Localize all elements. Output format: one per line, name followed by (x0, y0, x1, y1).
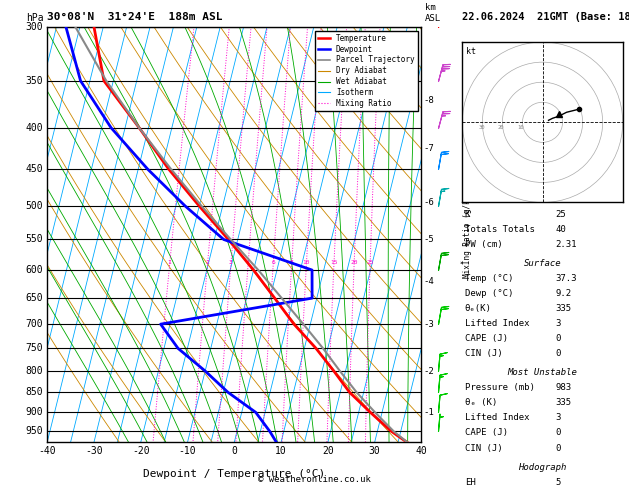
Text: 750: 750 (26, 344, 43, 353)
Text: Temp (°C): Temp (°C) (465, 274, 513, 283)
Text: -10: -10 (179, 447, 196, 456)
Text: -30: -30 (85, 447, 103, 456)
Text: MixĬng Ratio (g/kg): MixĬng Ratio (g/kg) (461, 191, 472, 278)
Text: -7: -7 (423, 144, 434, 154)
Text: 500: 500 (26, 201, 43, 211)
Text: Lifted Index: Lifted Index (465, 319, 530, 328)
Text: -1: -1 (423, 408, 434, 417)
Text: CAPE (J): CAPE (J) (465, 429, 508, 437)
Text: Hodograph: Hodograph (518, 463, 567, 471)
Text: K: K (465, 210, 470, 219)
Text: 2.31: 2.31 (555, 241, 577, 249)
Text: 335: 335 (555, 399, 572, 407)
Text: 10: 10 (517, 125, 523, 130)
Text: 335: 335 (555, 304, 572, 313)
Text: Surface: Surface (524, 259, 561, 268)
Text: CAPE (J): CAPE (J) (465, 334, 508, 343)
Text: 0: 0 (555, 349, 560, 358)
Text: 350: 350 (26, 76, 43, 86)
Text: 4: 4 (246, 260, 250, 265)
Text: 550: 550 (26, 235, 43, 244)
Text: -6: -6 (423, 198, 434, 207)
Text: PW (cm): PW (cm) (465, 241, 503, 249)
Text: 9.2: 9.2 (555, 289, 572, 298)
Text: 650: 650 (26, 293, 43, 303)
Text: Dewp (°C): Dewp (°C) (465, 289, 513, 298)
Text: -2: -2 (423, 366, 434, 376)
Text: 6: 6 (271, 260, 275, 265)
Text: kt: kt (466, 47, 476, 56)
Text: 600: 600 (26, 265, 43, 275)
Text: 850: 850 (26, 387, 43, 397)
Text: Pressure (mb): Pressure (mb) (465, 383, 535, 392)
Text: 22.06.2024  21GMT (Base: 18): 22.06.2024 21GMT (Base: 18) (462, 12, 629, 22)
Text: 983: 983 (555, 383, 572, 392)
Text: Lifted Index: Lifted Index (465, 414, 530, 422)
Text: 0: 0 (555, 429, 560, 437)
Text: 20: 20 (322, 447, 334, 456)
Text: -40: -40 (38, 447, 56, 456)
Text: 8: 8 (290, 260, 294, 265)
Text: 37.3: 37.3 (555, 274, 577, 283)
Text: 900: 900 (26, 407, 43, 417)
Text: 950: 950 (26, 426, 43, 436)
Text: θₑ(K): θₑ(K) (465, 304, 492, 313)
Text: 40: 40 (416, 447, 427, 456)
Text: © weatheronline.co.uk: © weatheronline.co.uk (258, 474, 371, 484)
Text: 40: 40 (555, 226, 566, 234)
Text: -4: -4 (423, 277, 434, 286)
Text: Most Unstable: Most Unstable (508, 368, 577, 377)
Text: -5: -5 (423, 235, 434, 244)
Text: 15: 15 (330, 260, 338, 265)
Text: 0: 0 (231, 447, 237, 456)
Text: Dewpoint / Temperature (°C): Dewpoint / Temperature (°C) (143, 469, 325, 479)
Text: 10: 10 (276, 447, 287, 456)
Text: CIN (J): CIN (J) (465, 349, 503, 358)
Legend: Temperature, Dewpoint, Parcel Trajectory, Dry Adiabat, Wet Adiabat, Isotherm, Mi: Temperature, Dewpoint, Parcel Trajectory… (315, 31, 418, 111)
Text: 3: 3 (555, 414, 560, 422)
Text: 25: 25 (366, 260, 374, 265)
Text: 25: 25 (555, 210, 566, 219)
Text: 3: 3 (229, 260, 233, 265)
Text: 450: 450 (26, 164, 43, 174)
Text: 3: 3 (555, 319, 560, 328)
Text: 800: 800 (26, 366, 43, 376)
Text: 0: 0 (555, 444, 560, 452)
Text: 10: 10 (303, 260, 310, 265)
Text: 5: 5 (555, 478, 560, 486)
Text: θₑ (K): θₑ (K) (465, 399, 497, 407)
Text: 30: 30 (369, 447, 381, 456)
Text: 20: 20 (350, 260, 358, 265)
Text: 20: 20 (498, 125, 504, 130)
Text: 30: 30 (479, 125, 486, 130)
Text: 400: 400 (26, 122, 43, 133)
Text: 0: 0 (555, 334, 560, 343)
Text: -8: -8 (423, 96, 434, 105)
Text: 1: 1 (168, 260, 172, 265)
Text: 30°08'N  31°24'E  188m ASL: 30°08'N 31°24'E 188m ASL (47, 12, 223, 22)
Text: Totals Totals: Totals Totals (465, 226, 535, 234)
Text: EH: EH (465, 478, 476, 486)
Text: -20: -20 (132, 447, 150, 456)
Text: hPa: hPa (26, 13, 43, 22)
Text: 300: 300 (26, 22, 43, 32)
Text: 2: 2 (206, 260, 209, 265)
Text: 700: 700 (26, 319, 43, 329)
Text: CIN (J): CIN (J) (465, 444, 503, 452)
Text: km
ASL: km ASL (425, 3, 442, 22)
Text: -3: -3 (423, 320, 434, 329)
